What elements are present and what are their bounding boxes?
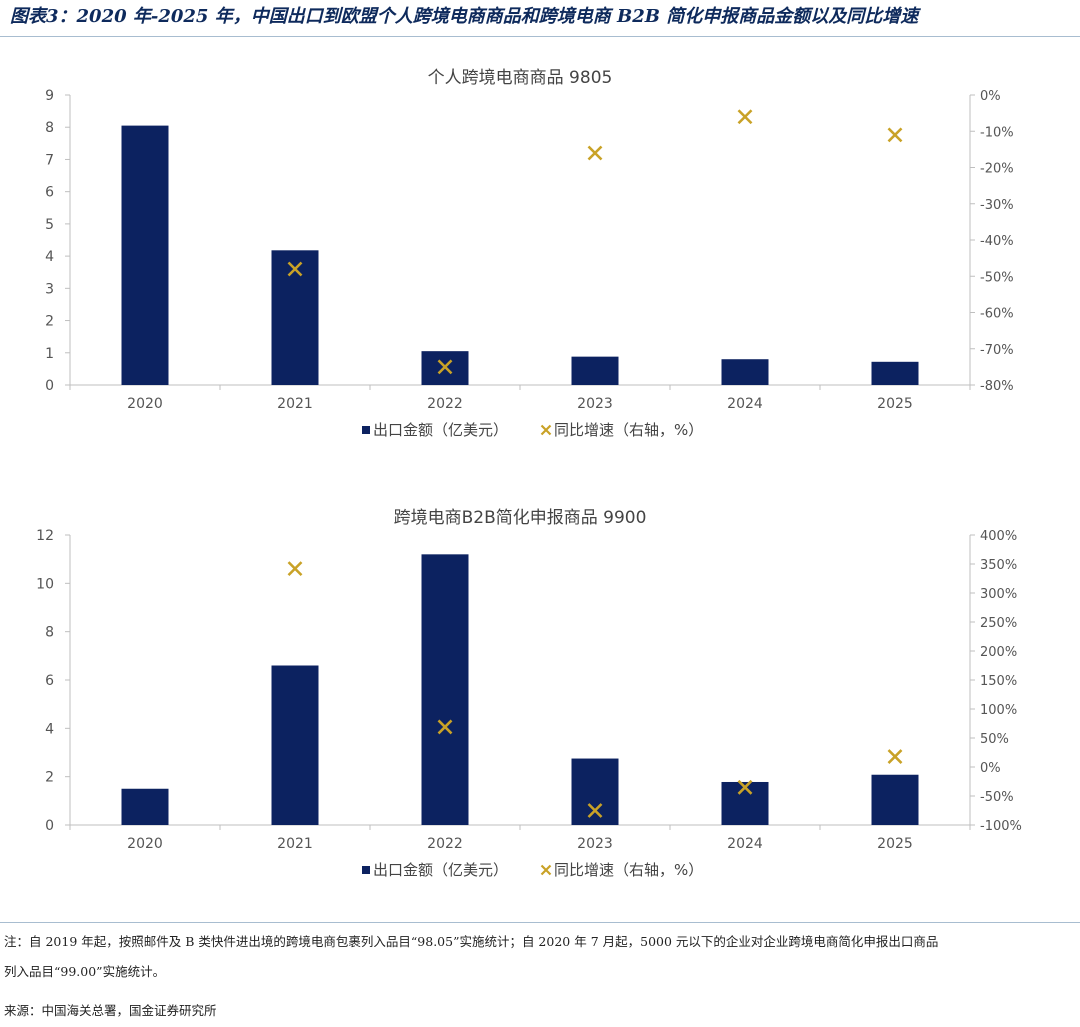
- chart-title: 个人跨境电商商品 9805: [428, 68, 613, 88]
- left-tick-label: 7: [45, 152, 54, 168]
- right-tick-label: 300%: [980, 587, 1017, 602]
- chart-personal-ecommerce-svg: 个人跨境电商商品 9805 0 1 2 3 4 5 6 7 8 9 0% -10% -20% -30% -40…: [45, 68, 1014, 439]
- growth-marker: [587, 803, 603, 818]
- x-tick-label: 2020: [127, 836, 163, 852]
- left-tick-label: 2: [45, 770, 54, 786]
- chart-title: 跨境电商B2B简化申报商品 9900: [394, 508, 647, 528]
- bar: [871, 774, 919, 825]
- growth-marker: [887, 749, 903, 764]
- left-tick-label: 10: [36, 576, 54, 592]
- left-tick-label: 0: [45, 378, 54, 394]
- bar: [421, 554, 469, 825]
- x-tick-label: 2022: [427, 836, 463, 852]
- x-tick-label: 2025: [877, 396, 913, 412]
- right-tick-label: -10%: [980, 125, 1014, 140]
- growth-marker: [737, 109, 753, 125]
- left-tick-label: 1: [45, 346, 54, 362]
- left-tick-label: 2: [45, 314, 54, 330]
- legend-marker-label: 同比增速（右轴，%）: [554, 861, 703, 879]
- bar: [571, 356, 619, 385]
- bar: [271, 665, 319, 825]
- chart-personal-ecommerce: 个人跨境电商商品 9805 0 1 2 3 4 5 6 7 8 9 0% -10% -20% -30% -40…: [0, 60, 1080, 460]
- right-tick-label: -20%: [980, 162, 1014, 177]
- legend-bar-swatch: [362, 866, 370, 874]
- right-tick-label: 0%: [980, 89, 1001, 104]
- chart-b2b-simplified-svg: 跨境电商B2B简化申报商品 9900 0 2 4 6 8 10 12 400% 350% 300% 2…: [36, 508, 1022, 879]
- x-tick-label: 2024: [727, 836, 763, 852]
- growth-marker: [437, 719, 453, 735]
- bar: [121, 788, 169, 825]
- right-tick-label: -60%: [980, 307, 1014, 322]
- legend-bar-label: 出口金额（亿美元）: [373, 861, 508, 879]
- legend-marker-swatch: [540, 864, 552, 876]
- legend-marker-swatch: [540, 424, 552, 436]
- right-tick-label: -100%: [980, 819, 1022, 834]
- right-tick-label: 250%: [980, 616, 1017, 631]
- bar: [571, 758, 619, 825]
- right-tick-label: -80%: [980, 379, 1014, 394]
- growth-marker: [587, 145, 603, 161]
- x-tick-label: 2021: [277, 836, 313, 852]
- left-tick-label: 0: [45, 818, 54, 834]
- figure-title: 图表3：2020 年-2025 年，中国出口到欧盟个人跨境电商商品和跨境电商 B…: [10, 6, 919, 27]
- right-tick-label: 400%: [980, 529, 1017, 544]
- bar: [871, 361, 919, 385]
- growth-marker: [887, 127, 903, 143]
- legend-bar-label: 出口金额（亿美元）: [373, 421, 508, 439]
- x-tick-label: 2023: [577, 836, 613, 852]
- x-tick-label: 2024: [727, 396, 763, 412]
- right-tick-label: 100%: [980, 703, 1017, 718]
- bar: [721, 359, 769, 385]
- left-tick-label: 4: [45, 249, 54, 265]
- right-tick-label: 50%: [980, 732, 1009, 747]
- growth-marker: [287, 561, 303, 577]
- left-tick-label: 9: [45, 88, 54, 104]
- growth-marker: [737, 779, 753, 795]
- right-tick-label: 150%: [980, 674, 1017, 689]
- left-tick-label: 4: [45, 721, 54, 737]
- left-tick-label: 5: [45, 217, 54, 233]
- left-tick-label: 6: [45, 673, 54, 689]
- growth-marker: [287, 261, 303, 277]
- left-tick-label: 6: [45, 185, 54, 201]
- right-tick-label: -70%: [980, 343, 1014, 358]
- bar: [271, 250, 319, 385]
- right-tick-label: 200%: [980, 645, 1017, 660]
- legend-bar-swatch: [362, 426, 370, 434]
- left-tick-label: 8: [45, 625, 54, 641]
- note-line-1: 注：自 2019 年起，按照邮件及 B 类快件进出境的跨境电商包裹列入品目“98…: [4, 934, 939, 949]
- x-tick-label: 2021: [277, 396, 313, 412]
- right-tick-label: 0%: [980, 761, 1001, 776]
- right-tick-label: 350%: [980, 558, 1017, 573]
- right-tick-label: -50%: [980, 790, 1014, 805]
- right-tick-label: -50%: [980, 270, 1014, 285]
- title-divider: [0, 36, 1080, 37]
- left-tick-label: 3: [45, 281, 54, 297]
- right-tick-label: -30%: [980, 198, 1014, 213]
- x-tick-label: 2023: [577, 396, 613, 412]
- legend-marker-label: 同比增速（右轴，%）: [554, 421, 703, 439]
- bar: [121, 125, 169, 385]
- x-tick-label: 2022: [427, 396, 463, 412]
- source-text: 来源：中国海关总署，国金证券研究所: [4, 1003, 217, 1018]
- x-tick-label: 2020: [127, 396, 163, 412]
- notes-divider: [0, 922, 1080, 923]
- left-tick-label: 12: [36, 528, 54, 544]
- right-tick-label: -40%: [980, 234, 1014, 249]
- note-line-2: 列入品目“99.00”实施统计。: [4, 964, 166, 979]
- x-tick-label: 2025: [877, 836, 913, 852]
- left-tick-label: 8: [45, 120, 54, 136]
- growth-marker: [437, 359, 453, 375]
- bar: [721, 781, 769, 825]
- chart-b2b-simplified: 跨境电商B2B简化申报商品 9900 0 2 4 6 8 10 12 400% 350% 300% 2…: [0, 500, 1080, 900]
